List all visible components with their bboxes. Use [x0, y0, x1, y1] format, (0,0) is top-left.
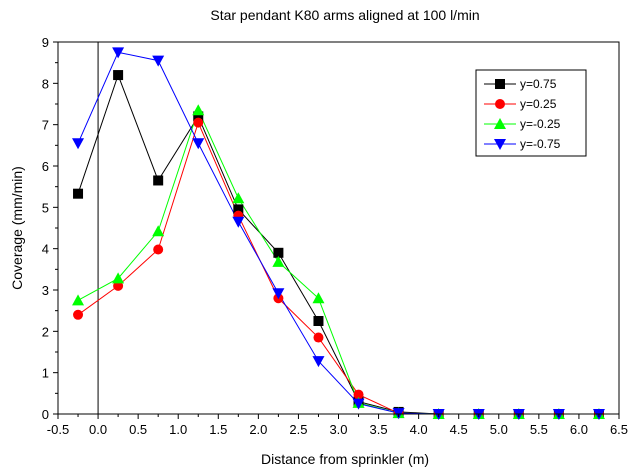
y-tick-label: 0	[42, 407, 49, 422]
data-point-s3-1	[72, 294, 85, 306]
legend-label-1: y=0.75	[520, 77, 557, 91]
x-tick-label: 0.5	[129, 422, 147, 437]
x-tick-label: 6.0	[570, 422, 588, 437]
data-point-s1-7	[313, 316, 324, 326]
y-tick-label: 6	[42, 159, 49, 174]
legend-marker-1	[495, 79, 505, 89]
x-tick-label: 0.0	[89, 422, 107, 437]
x-tick-label: 1.5	[209, 422, 227, 437]
data-point-s3-5	[232, 192, 245, 204]
data-point-s1-4	[193, 111, 204, 122]
data-point-s3-4	[192, 104, 205, 116]
x-tick-label: 3.5	[370, 422, 388, 437]
legend-label-4: y=-0.75	[520, 137, 561, 151]
data-point-s2-3	[153, 244, 164, 255]
y-tick-label: 7	[42, 118, 49, 133]
y-tick-label: 4	[42, 242, 49, 257]
x-tick-label: 4.5	[450, 422, 468, 437]
y-tick-label: 3	[42, 283, 49, 298]
x-axis-label: Distance from sprinkler (m)	[261, 451, 429, 467]
data-point-s4-1	[72, 138, 85, 150]
x-tick-label: 6.5	[610, 422, 628, 437]
data-point-s3-7	[312, 292, 325, 304]
axis-ticks: -0.5 0.0 0.5 1.0 1.5 2.0 2.5 3.0 3.5 4.0 4.5 5.0 5.5…	[42, 35, 628, 437]
legend-marker-2	[495, 99, 505, 109]
data-point-s2-8	[353, 389, 364, 400]
data-point-s3-2	[112, 272, 125, 284]
series-line-2	[77, 121, 599, 415]
x-tick-label: -0.5	[47, 422, 69, 437]
data-point-s4-5	[232, 216, 245, 228]
data-point-s1-5	[233, 204, 244, 215]
data-point-s3-3	[152, 225, 165, 237]
x-tick-label: 1.0	[169, 422, 187, 437]
data-point-s2-4	[193, 117, 204, 128]
legend-marker-4	[494, 139, 506, 150]
y-tick-label: 1	[42, 366, 49, 381]
data-point-s2-7	[313, 332, 324, 343]
x-tick-label: 5.5	[530, 422, 548, 437]
data-point-s1-3	[153, 175, 164, 186]
x-tick-label: 4.0	[410, 422, 428, 437]
chart-title: Star pendant K80 arms aligned at 100 l/m…	[210, 7, 479, 23]
data-point-s4-6	[272, 288, 285, 300]
data-point-s1-1	[73, 188, 84, 199]
x-tick-label: 3.0	[329, 422, 347, 437]
data-point-s4-3	[152, 55, 165, 67]
legend-marker-3	[494, 118, 506, 129]
legend-label-2: y=0.25	[520, 97, 557, 111]
x-tick-label: 5.0	[490, 422, 508, 437]
y-tick-label: 2	[42, 324, 49, 339]
data-point-s3-6	[272, 255, 285, 267]
y-tick-label: 9	[42, 35, 49, 50]
y-tick-label: 8	[42, 76, 49, 91]
x-tick-label: 2.5	[289, 422, 307, 437]
data-point-s1-6	[273, 247, 284, 258]
y-tick-label: 5	[42, 200, 49, 215]
y-axis-label: Coverage (mm/min)	[9, 166, 25, 290]
x-tick-label: 2.0	[249, 422, 267, 437]
data-point-s4-2	[112, 47, 125, 59]
data-point-s4-8	[352, 398, 365, 410]
data-point-s2-1	[73, 309, 84, 320]
data-point-s4-4	[192, 138, 205, 150]
legend-label-3: y=-0.25	[520, 117, 561, 131]
data-point-s4-7	[312, 356, 325, 368]
data-point-s1-2	[113, 70, 124, 81]
legend: y=0.75 y=0.25 y=-0.25 y=-0.75	[475, 69, 587, 157]
